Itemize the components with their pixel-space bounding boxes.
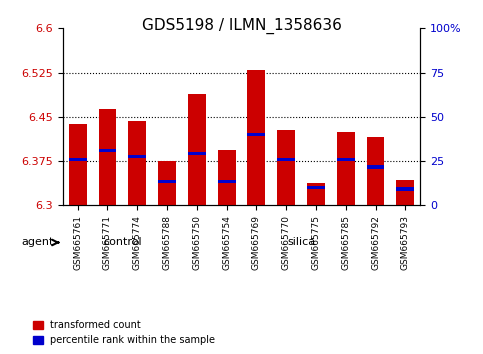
Bar <box>307 183 325 205</box>
Bar <box>247 70 265 205</box>
Bar <box>277 130 295 205</box>
Bar <box>69 124 86 205</box>
Legend: transformed count, percentile rank within the sample: transformed count, percentile rank withi… <box>29 316 219 349</box>
Bar <box>218 150 236 205</box>
Bar <box>307 186 325 189</box>
Bar <box>367 137 384 205</box>
Bar <box>188 152 206 155</box>
Bar <box>218 180 236 183</box>
Text: silica: silica <box>287 238 315 247</box>
Bar <box>397 187 414 190</box>
Bar <box>367 165 384 169</box>
Text: control: control <box>103 238 142 247</box>
Text: agent: agent <box>21 238 53 247</box>
Bar <box>99 109 116 205</box>
Bar <box>337 132 355 205</box>
Bar <box>397 180 414 205</box>
Bar <box>128 155 146 158</box>
Bar <box>337 158 355 161</box>
Bar <box>158 161 176 205</box>
Bar <box>99 149 116 152</box>
Bar <box>158 180 176 183</box>
Text: GDS5198 / ILMN_1358636: GDS5198 / ILMN_1358636 <box>142 18 341 34</box>
Bar <box>69 158 86 161</box>
Bar <box>128 121 146 205</box>
Bar <box>247 133 265 136</box>
Bar <box>188 95 206 205</box>
Bar <box>277 158 295 161</box>
